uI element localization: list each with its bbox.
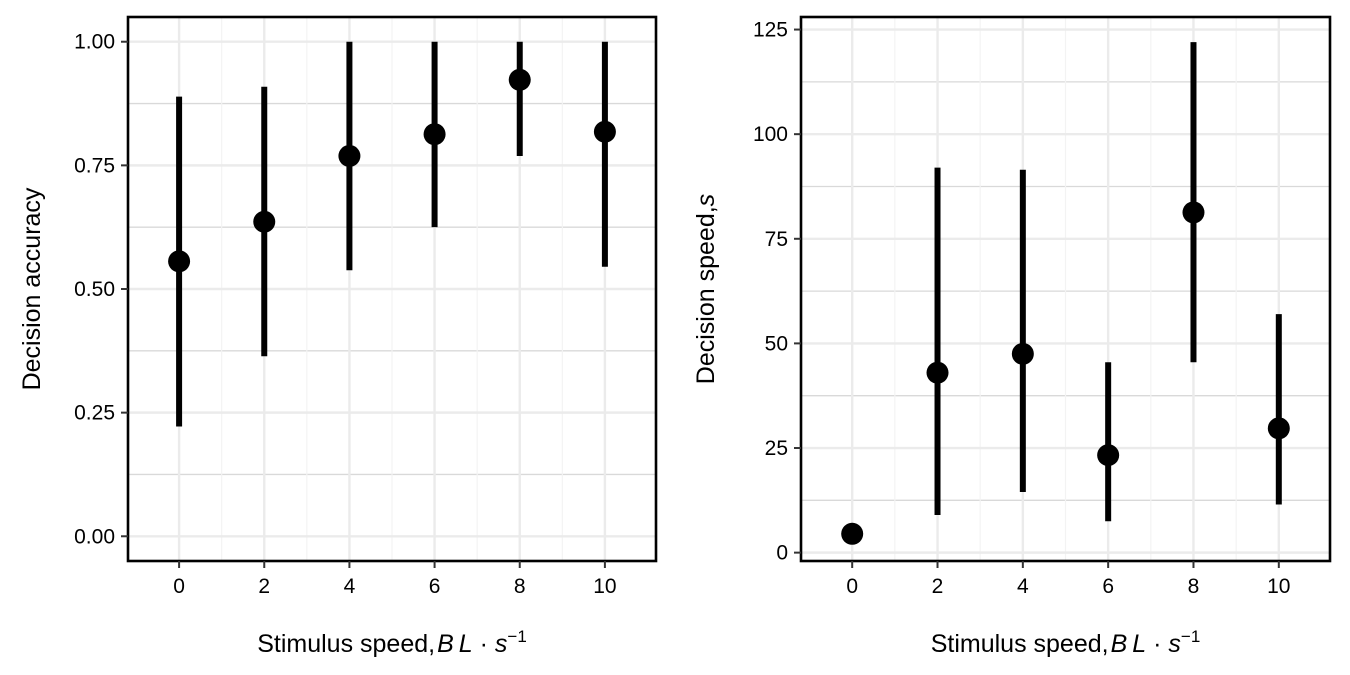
data-point	[168, 250, 191, 273]
x-axis-title-math-dot: ·	[473, 630, 495, 658]
x-axis-title-math-var: s	[495, 630, 508, 658]
x-tick-label: 10	[593, 575, 616, 598]
panel-frame	[799, 15, 1332, 563]
x-axis-title-math-base: B L	[437, 630, 473, 658]
x-tick-label: 0	[846, 575, 858, 598]
y-axis-title-text: Decision speed,	[692, 206, 720, 384]
y-axis-title: Decision speed,s	[692, 194, 720, 384]
x-axis-title-text: Stimulus speed,	[931, 630, 1109, 658]
y-tick-label: 75	[765, 228, 788, 251]
x-axis-title-math-exp: −1	[1181, 627, 1200, 646]
x-tick-label: 8	[1188, 575, 1200, 598]
data-point	[253, 210, 276, 233]
y-tick-label: 50	[765, 332, 788, 355]
y-tick-label: 100	[753, 123, 788, 146]
y-axis-title-text: Decision accuracy	[18, 187, 46, 390]
y-tick-label: 0	[776, 542, 788, 565]
x-axis-title-math-base: B L	[1111, 630, 1147, 658]
data-point	[338, 144, 361, 167]
x-axis-title-math-exp: −1	[507, 627, 526, 646]
x-tick-label: 2	[258, 575, 270, 598]
x-tick-label: 4	[1017, 575, 1029, 598]
y-tick-label: 125	[753, 19, 788, 42]
x-tick-label: 8	[514, 575, 526, 598]
x-tick-label: 2	[932, 575, 944, 598]
y-axis-title-math: s	[692, 194, 720, 207]
y-tick-label: 25	[765, 437, 788, 460]
data-point	[1182, 201, 1205, 224]
x-axis-title: Stimulus speed,B L · s−1	[931, 627, 1201, 658]
y-tick-label: 0.50	[74, 278, 115, 301]
y-tick-label: 0.00	[74, 525, 115, 548]
data-point	[593, 120, 616, 143]
x-tick-label: 6	[1102, 575, 1114, 598]
data-point	[1011, 342, 1034, 365]
x-tick-label: 6	[429, 575, 441, 598]
y-tick-label: 0.75	[74, 154, 115, 177]
data-point	[1097, 444, 1120, 467]
data-point	[926, 361, 949, 384]
y-tick-label: 0.25	[74, 402, 115, 425]
data-point	[508, 68, 531, 91]
x-axis-title-math-var: s	[1168, 630, 1181, 658]
x-axis-title-math-dot: ·	[1146, 630, 1168, 658]
data-point	[1267, 417, 1290, 440]
chart-panel-1: 0.00 0.25 0.50 0.75 1.00 0 2 4 6 8 10 Stimulus spee…	[18, 15, 658, 658]
y-tick-label: 1.00	[74, 31, 115, 54]
x-tick-label: 10	[1267, 575, 1290, 598]
y-axis-title: Decision accuracy	[18, 187, 46, 390]
data-point	[423, 123, 446, 146]
x-tick-label: 0	[173, 575, 185, 598]
data-point	[841, 522, 864, 545]
x-axis-title: Stimulus speed,B L · s−1	[257, 627, 527, 658]
x-tick-label: 4	[344, 575, 356, 598]
chart-panel-2: 0 25 50 75 100 125 0 2 4 6 8 10 Stimulus speed,B L ·…	[692, 15, 1332, 658]
x-axis-title-text: Stimulus speed,	[257, 630, 435, 658]
